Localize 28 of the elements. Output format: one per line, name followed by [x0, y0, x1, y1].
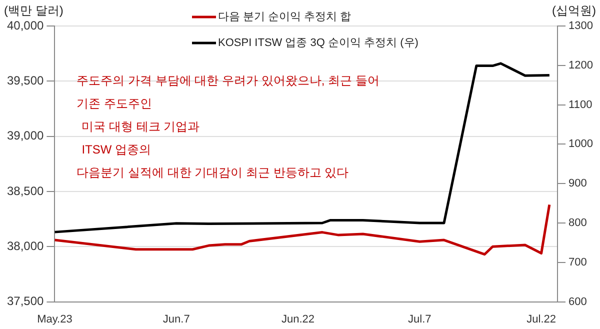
y-tick-label: 37,500	[7, 294, 44, 308]
x-tick-label: Jul.7	[408, 313, 432, 326]
y2-axis-title: (십억원)	[552, 3, 596, 18]
x-tick-label: Jun.22	[281, 313, 315, 326]
annotation: 다음분기 실적에 대한 기대감이 최근 반등하고 있다	[76, 165, 349, 180]
annotation: 주도주의 가격 부담에 대한 우려가 있어왔으나, 최근 들어	[76, 73, 380, 88]
annotation: 기존 주도주인	[76, 96, 152, 110]
annotation: ITSW 업종의	[82, 142, 152, 156]
y2-tick-label: 800	[568, 217, 587, 230]
y2-tick-label: 1200	[568, 59, 594, 72]
y-tick-label: 39,500	[7, 73, 44, 88]
y-tick-label: 38,500	[7, 184, 44, 198]
y2-tick-label: 900	[568, 178, 587, 190]
y-axis-title: (백만 달러)	[4, 3, 64, 18]
y-tick-label: 38,000	[7, 238, 44, 253]
y-tick-label: 40,000	[7, 18, 44, 32]
x-tick-label: Jun.7	[162, 313, 190, 326]
annotation: 미국 대형 테크 기업과	[82, 119, 200, 134]
y2-tick-label: 700	[568, 256, 587, 268]
x-tick-label: Jul.22	[526, 313, 556, 326]
y2-tick-label: 600	[568, 296, 587, 308]
y2-tick-label: 1000	[568, 138, 594, 150]
y2-tick-label: 1100	[568, 98, 592, 111]
y2-tick-label: 1300	[568, 20, 594, 32]
legend-label: KOSPI ITSW 업종 3Q 순이익 추정치 (우)	[218, 37, 418, 50]
legend-label: 다음 분기 순이익 추정치 합	[218, 11, 352, 24]
y-tick-label: 39,000	[7, 128, 44, 143]
x-tick-label: May.23	[37, 313, 72, 326]
